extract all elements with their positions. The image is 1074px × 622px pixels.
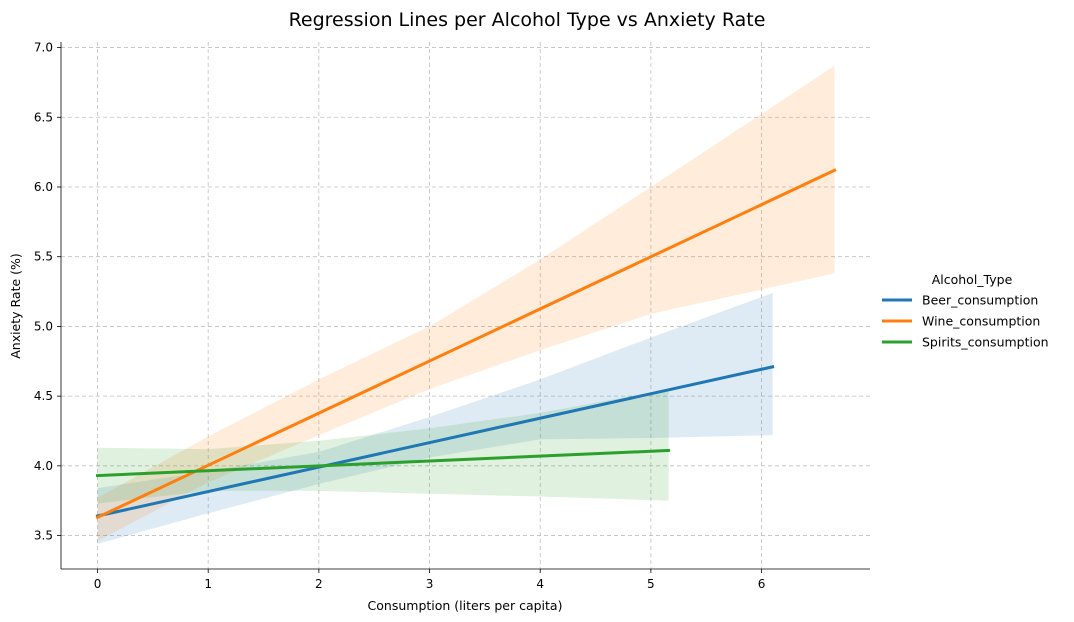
regression-line	[95, 168, 837, 520]
axes	[60, 42, 870, 570]
confidence-bands	[97, 65, 835, 544]
legend: Alcohol_Type Beer_consumption Wine_consum…	[882, 272, 1049, 350]
x-tick-label: 1	[204, 577, 212, 591]
confidence-band	[97, 389, 669, 504]
y-tick-label: 6.5	[34, 110, 53, 124]
y-tick-label: 4.0	[34, 459, 53, 473]
legend-label: Spirits_consumption	[922, 335, 1049, 350]
y-tick-label: 7.0	[34, 41, 53, 55]
legend-title: Alcohol_Type	[932, 272, 1013, 287]
confidence-band	[97, 65, 835, 542]
x-tick-label: 4	[536, 577, 544, 591]
x-tick-label: 0	[94, 577, 102, 591]
legend-label: Beer_consumption	[922, 293, 1038, 308]
x-tick-label: 2	[315, 577, 323, 591]
y-tick-label: 6.0	[34, 180, 53, 194]
regression-line	[95, 448, 671, 478]
grid-lines	[61, 42, 870, 569]
y-tick-label: 5.5	[34, 250, 53, 264]
chart-title: Regression Lines per Alcohol Type vs Anx…	[289, 9, 766, 31]
y-tick-label: 4.5	[34, 389, 53, 403]
x-tick-label: 3	[426, 577, 434, 591]
x-axis-ticks: 0 1 2 3 4 5 6	[94, 569, 766, 591]
y-axis-label: Anxiety Rate (%)	[8, 253, 23, 359]
x-tick-label: 5	[647, 577, 655, 591]
y-tick-label: 5.0	[34, 319, 53, 333]
x-axis-label: Consumption (liters per capita)	[368, 598, 563, 613]
y-axis-ticks: 3.5 4.0 4.5 5.0 5.5 6.0 6.5 7.0	[34, 41, 61, 543]
legend-label: Wine_consumption	[922, 314, 1040, 329]
y-tick-label: 3.5	[34, 529, 53, 543]
confidence-band	[97, 292, 773, 544]
x-tick-label: 6	[758, 577, 766, 591]
regression-line	[95, 365, 775, 518]
regression-lines	[95, 168, 837, 520]
